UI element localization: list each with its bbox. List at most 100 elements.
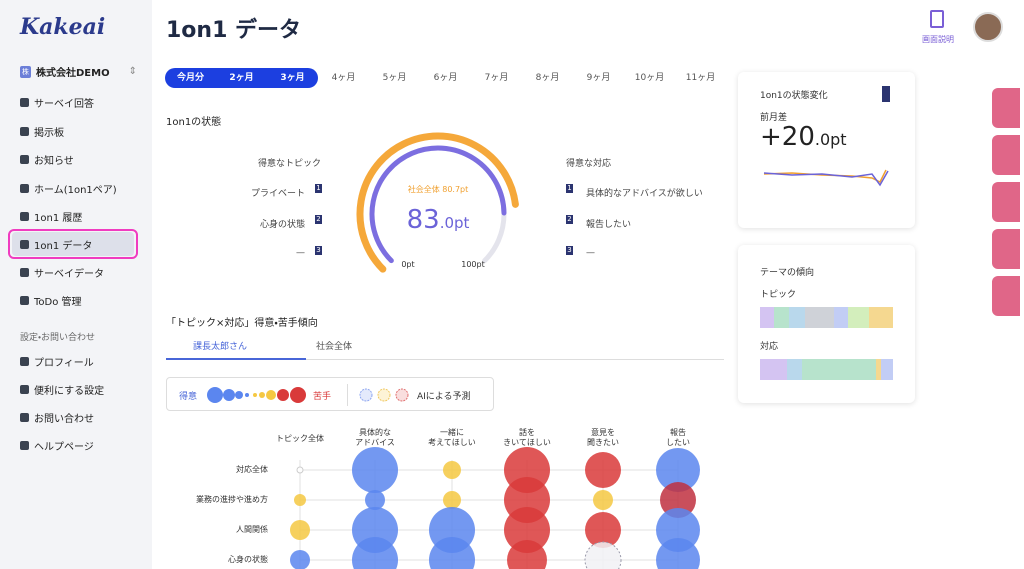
response-label: 対応: [760, 342, 779, 352]
rank-medal: 2: [566, 215, 573, 224]
period-tab[interactable]: 6ヶ月: [433, 73, 458, 83]
matrix-title: 「トピック×対応」得意・苦手傾向: [166, 318, 318, 329]
settings-item[interactable]: プロフィール: [20, 354, 94, 369]
medal-icon: [882, 86, 890, 102]
nav-label: お問い合わせ: [34, 414, 94, 425]
avatar[interactable]: [973, 12, 1003, 42]
settings-item[interactable]: 便利にする設定: [20, 382, 104, 397]
nav-item[interactable]: 1on1 履歴: [20, 209, 82, 224]
nav-item[interactable]: お知らせ: [20, 152, 74, 167]
tab-underline: [166, 358, 306, 360]
side-action[interactable]: [992, 88, 1020, 128]
bubbles: [290, 447, 700, 569]
nav-label: 掲示板: [34, 128, 64, 139]
row-label: 心身の状態: [228, 555, 268, 564]
help-label[interactable]: 画面説明: [922, 35, 954, 44]
gauge: 社会全体 80.7pt 83.0pt 0pt 100pt: [356, 132, 519, 273]
sidebar: Kakeai 株 株式会社DEMO ⇕ 設定・お問い合わせ: [0, 0, 152, 569]
matrix-bubbles: [290, 447, 700, 569]
nav-item[interactable]: 1on1 データ: [20, 237, 92, 252]
row-label: 人間関係: [236, 525, 268, 534]
period-tab[interactable]: 9ヶ月: [586, 73, 611, 83]
period-tab[interactable]: 8ヶ月: [535, 73, 560, 83]
status-title: 1on1の状態: [166, 117, 222, 128]
legend-bad: 苦手: [313, 392, 332, 402]
period-selected: [165, 68, 318, 88]
settings-item[interactable]: お問い合わせ: [20, 410, 94, 425]
row-label: 業務の進捗や進め方: [196, 495, 268, 504]
nav-label: 1on1 履歴: [34, 213, 83, 224]
rank-label: 報告したい: [586, 220, 632, 230]
page-title: 1on1 データ: [166, 18, 302, 43]
legend-box: 得意 苦手 AIによる予測: [166, 377, 494, 411]
rank-medal: 3: [315, 246, 322, 255]
nav-icon: [20, 441, 29, 450]
period-tab[interactable]: 5ヶ月: [382, 73, 407, 83]
logo[interactable]: Kakeai: [20, 14, 106, 40]
period-tab[interactable]: 3ヶ月: [280, 73, 305, 83]
column-label: 具体的な アドバイス: [355, 428, 395, 447]
column-label: 意見を 聞きたい: [587, 428, 619, 447]
society-label: 社会全体 80.7pt: [408, 184, 469, 194]
divider: [347, 384, 348, 406]
change-main: +20: [760, 122, 815, 152]
rank-medal: 1: [566, 184, 573, 193]
rank-label: 具体的なアドバイスが欲しい: [586, 189, 703, 199]
side-action[interactable]: [992, 182, 1020, 222]
nav-icon: [20, 127, 29, 136]
column-label: トピック全体: [276, 434, 324, 443]
topic-bar: [760, 307, 893, 328]
rank-label: プライベート: [250, 189, 305, 199]
nav-item[interactable]: サーベイ回答: [20, 95, 94, 110]
switch-icon: ⇕: [128, 66, 137, 77]
side-action[interactable]: [992, 135, 1020, 175]
nav-label: サーベイデータ: [34, 269, 104, 280]
help-icon[interactable]: [930, 10, 944, 28]
society-arc: [356, 132, 519, 273]
nav-icon: [20, 296, 29, 305]
change-label: 前月差: [760, 113, 788, 123]
score: 83.0pt: [407, 205, 470, 235]
period-tab[interactable]: 10ヶ月: [634, 73, 665, 83]
highlight: [8, 229, 138, 259]
change-title: 1on1の状態変化: [760, 91, 828, 101]
rank-label: —: [296, 248, 305, 258]
side-action[interactable]: [992, 229, 1020, 269]
settings-item[interactable]: ヘルプページ: [20, 438, 94, 453]
theme-title: テーマの傾向: [760, 268, 815, 278]
topic-label: トピック: [760, 290, 797, 300]
nav-label: 1on1 データ: [34, 241, 93, 252]
theme-card: テーマの傾向 トピック 対応: [738, 245, 915, 403]
nav-item[interactable]: 掲示板: [20, 124, 64, 139]
nav-icon: [20, 385, 29, 394]
tab-line: [306, 359, 724, 360]
period-tab[interactable]: 2ヶ月: [229, 73, 254, 83]
rank-label: 心身の状態: [259, 220, 305, 230]
nav-item[interactable]: サーベイデータ: [20, 265, 104, 280]
nav-label: お知らせ: [34, 156, 74, 167]
rank-medal: 1: [315, 184, 322, 193]
company[interactable]: 株 株式会社DEMO ⇕: [20, 64, 137, 79]
nav-label: ToDo 管理: [34, 297, 82, 308]
rank-label: —: [586, 248, 595, 258]
nav-item[interactable]: ToDo 管理: [20, 293, 82, 308]
gauge-arcs: [356, 132, 519, 273]
gauge-min: 0pt: [401, 260, 414, 269]
section-label: 設定・お問い合わせ: [20, 333, 96, 343]
nav-item[interactable]: ホーム(1on1ペア): [20, 181, 117, 196]
nav-icon: [20, 357, 29, 366]
period-tab[interactable]: 今月分: [176, 73, 204, 83]
nav-icon: [20, 413, 29, 422]
period-tab[interactable]: 7ヶ月: [484, 73, 509, 83]
change-value: +20.0pt: [760, 122, 847, 152]
rank-medal: 3: [566, 246, 573, 255]
side-action[interactable]: [992, 276, 1020, 316]
nav-label: サーベイ回答: [34, 99, 94, 110]
period-tab[interactable]: 11ヶ月: [685, 73, 716, 83]
matrix-tab[interactable]: 社会全体: [316, 342, 353, 352]
change-card: 1on1の状態変化 前月差 +20.0pt: [738, 72, 915, 228]
nav-label: 便利にする設定: [34, 386, 105, 397]
matrix-tab[interactable]: 課長太郎さん: [193, 342, 248, 352]
legend-good: 得意: [179, 392, 198, 402]
period-tab[interactable]: 4ヶ月: [331, 73, 356, 83]
